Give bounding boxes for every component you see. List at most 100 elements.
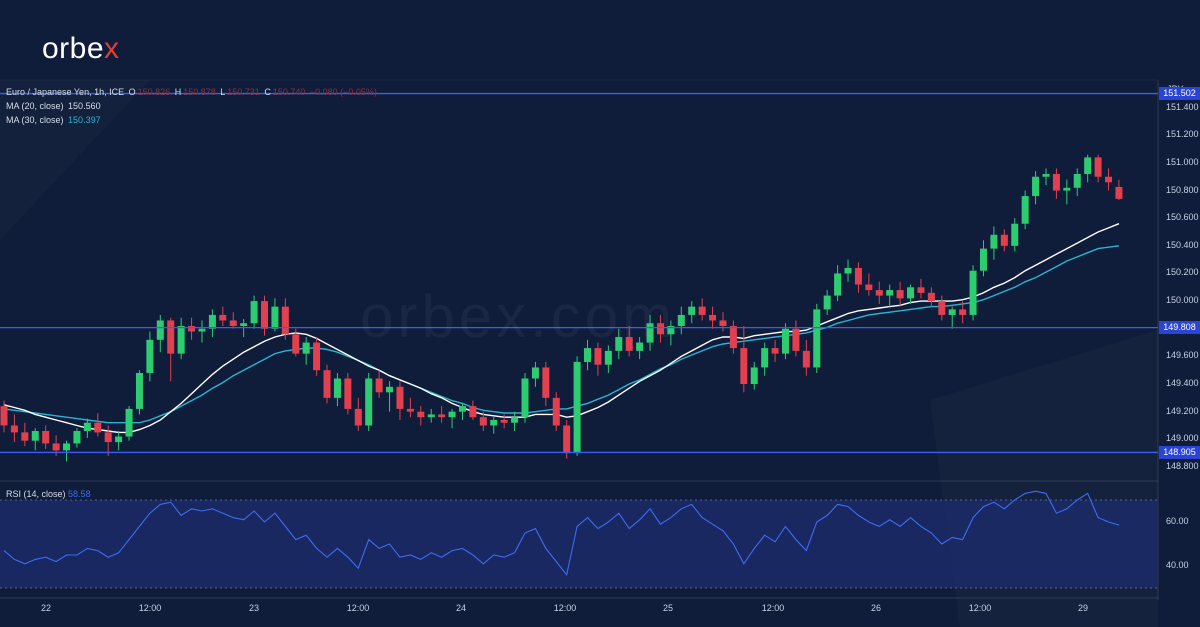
y-tick-label: 148.800 xyxy=(1166,460,1199,471)
open-value: 150.826 xyxy=(137,87,171,97)
x-tick-label: 29 xyxy=(1077,603,1089,613)
candle-body xyxy=(615,337,623,351)
y-tick-label: 149.200 xyxy=(1166,405,1199,416)
candle-body xyxy=(94,422,102,433)
y-tick-label: 151.200 xyxy=(1166,129,1199,140)
low-value: 150.731 xyxy=(227,87,260,97)
high-value: 150.878 xyxy=(183,87,216,97)
candle-body xyxy=(135,372,143,409)
candle-body xyxy=(21,432,29,441)
candle-body xyxy=(959,309,967,315)
y-tick-label: 150.200 xyxy=(1166,267,1199,278)
x-tick-label: 22 xyxy=(40,603,52,613)
candle-body xyxy=(1084,157,1092,174)
candle-body xyxy=(302,342,310,354)
candle-body xyxy=(771,348,779,354)
candle-body xyxy=(625,337,633,351)
candle-body xyxy=(198,328,206,332)
rsi-value: 58.58 xyxy=(68,489,91,499)
candle-body xyxy=(0,406,8,426)
candle-body xyxy=(323,370,331,398)
ma30-legend: MA (30, close) 150.397 xyxy=(6,115,103,125)
candle-body xyxy=(1063,187,1071,191)
candle-body xyxy=(73,431,81,444)
candle-body xyxy=(406,408,414,412)
ma30-label: MA (30, close) xyxy=(6,115,64,125)
low-label: L xyxy=(220,87,226,97)
symbol-title: Euro / Japanese Yen, 1h, ICE xyxy=(6,87,125,97)
ma20-label: MA (20, close) xyxy=(6,101,64,111)
candle-body xyxy=(1052,173,1060,191)
x-tick-label: 12:00 xyxy=(346,603,370,613)
candle-body xyxy=(83,422,91,432)
level-badge: 148.905 xyxy=(1159,445,1200,459)
candle-body xyxy=(636,342,644,351)
candle-body xyxy=(917,287,925,293)
candle-body xyxy=(1021,196,1029,224)
candle-body xyxy=(500,419,508,423)
candle-body xyxy=(542,367,550,398)
y-tick-label: 150.000 xyxy=(1166,295,1199,306)
candle-body xyxy=(844,267,852,274)
candle-body xyxy=(208,314,216,329)
x-tick-label: 12:00 xyxy=(553,603,577,613)
candle-body xyxy=(240,323,248,326)
candle-body xyxy=(177,325,185,354)
ma30-value: 150.397 xyxy=(68,115,101,125)
rsi-band xyxy=(0,500,1158,588)
ma30-line xyxy=(3,245,1120,424)
candle-body xyxy=(396,386,404,409)
candle-body xyxy=(156,320,164,340)
candle-body xyxy=(1105,176,1113,183)
x-tick-label: 12:00 xyxy=(138,603,162,613)
candle-body xyxy=(521,378,529,418)
close-label: C xyxy=(264,87,271,97)
candle-body xyxy=(31,431,39,441)
open-label: O xyxy=(128,87,136,97)
candle-body xyxy=(886,290,894,296)
candle-body xyxy=(834,273,842,296)
candle-body xyxy=(1032,176,1040,197)
level-badge: 149.808 xyxy=(1159,321,1200,335)
candle-body xyxy=(188,325,196,332)
candle-body xyxy=(281,306,289,335)
rsi-legend: RSI (14, close) 58.58 xyxy=(6,489,91,499)
x-tick-label: 12:00 xyxy=(968,603,992,613)
candle-body xyxy=(698,306,706,315)
candle-body xyxy=(854,267,862,285)
candle-body xyxy=(782,328,789,354)
candle-body xyxy=(896,290,904,299)
candle-body xyxy=(584,348,592,362)
candle-body xyxy=(907,287,915,299)
candle-body xyxy=(292,334,300,354)
candle-body xyxy=(417,411,425,418)
candle-body xyxy=(490,419,498,426)
candle-body xyxy=(271,306,279,329)
candle-body xyxy=(427,414,435,418)
candle-body xyxy=(761,348,769,368)
y-tick-label: 151.000 xyxy=(1166,156,1199,167)
candle-body xyxy=(229,320,237,326)
candle-body xyxy=(10,425,18,433)
candle-body xyxy=(1073,173,1081,188)
candle-body xyxy=(313,342,321,371)
candle-body xyxy=(52,443,60,451)
y-tick-label: 149.600 xyxy=(1166,350,1199,361)
x-tick-label: 25 xyxy=(662,603,674,613)
rsi-tick-label: 40.00 xyxy=(1166,560,1189,570)
candle-body xyxy=(469,406,477,418)
candle-body xyxy=(875,290,883,296)
candle-body xyxy=(813,309,821,368)
candle-body xyxy=(688,306,696,315)
candle-body xyxy=(927,292,935,302)
candle-body xyxy=(219,314,227,321)
candle-body xyxy=(573,361,581,454)
candle-body xyxy=(709,314,717,321)
candle-body xyxy=(344,378,352,409)
x-tick-label: 12:00 xyxy=(761,603,785,613)
y-tick-label: 149.000 xyxy=(1166,433,1199,444)
candle-body xyxy=(1000,234,1008,246)
candle-body xyxy=(386,386,394,393)
